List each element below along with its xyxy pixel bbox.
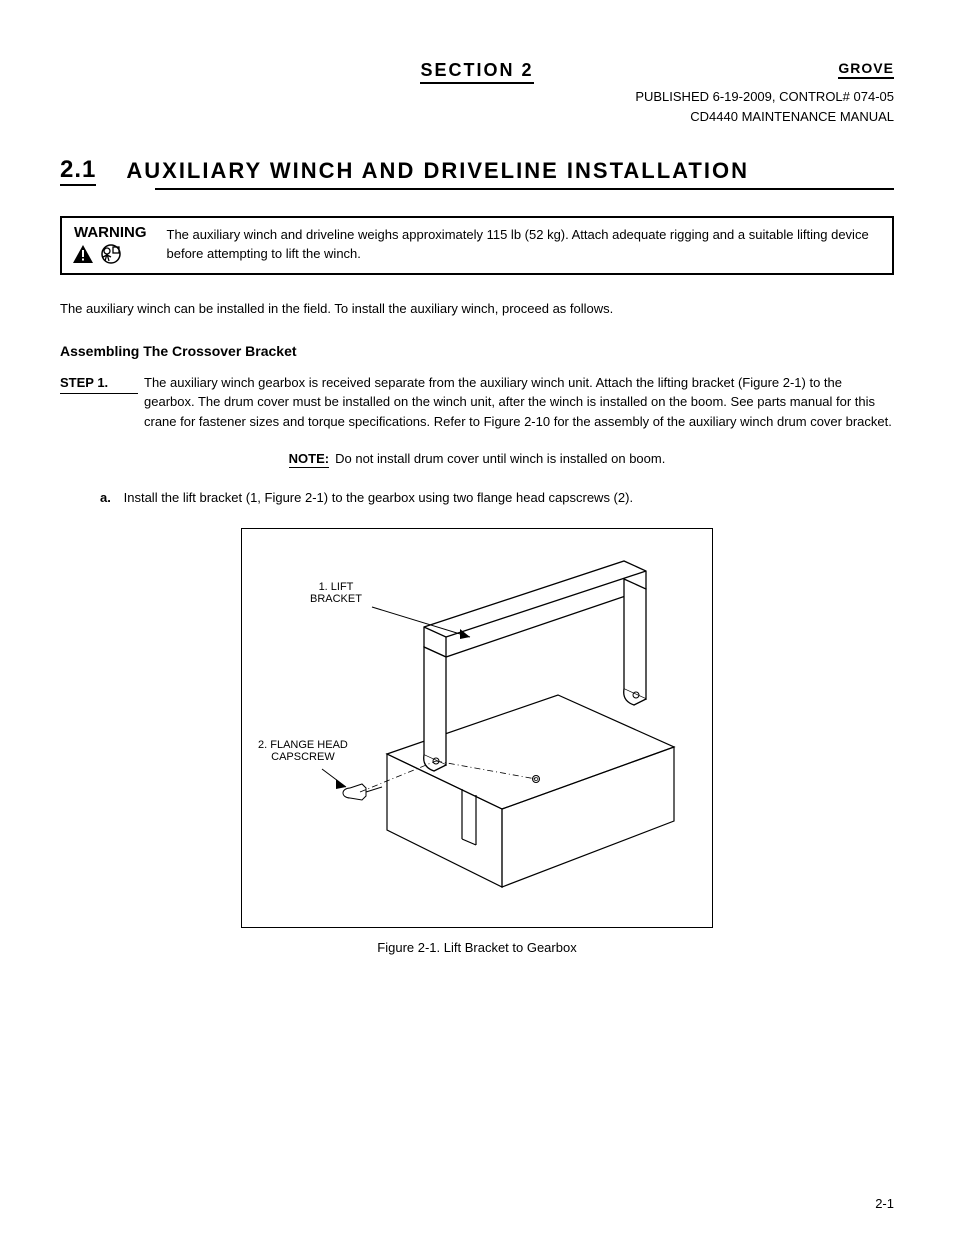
subheader: PUBLISHED 6-19-2009, CONTROL# 074-05 CD4…	[60, 87, 894, 126]
step-1-text: The auxiliary winch gearbox is received …	[144, 373, 894, 432]
section-underline	[155, 188, 894, 190]
note-text: Do not install drum cover until winch is…	[335, 451, 665, 468]
callout-2-label: 2. FLANGE HEAD CAPSCREW	[258, 739, 348, 763]
note-row: NOTE: Do not install drum cover until wi…	[60, 451, 894, 468]
warning-text: The auxiliary winch and driveline weighs…	[167, 226, 883, 262]
callout-1-label: 1. LIFT BRACKET	[310, 581, 362, 605]
intro-paragraph: The auxiliary winch can be installed in …	[60, 299, 894, 319]
step-1-tag-wrap: STEP 1.	[60, 373, 144, 395]
subheading-assembling: Assembling The Crossover Bracket	[60, 343, 894, 359]
header-right: GROVE	[616, 60, 894, 76]
page-number: 2-1	[875, 1196, 894, 1211]
crush-hazard-icon	[98, 243, 124, 265]
substep-a-letter: a.	[100, 488, 120, 508]
substep-a-text: Install the lift bracket (1, Figure 2-1)…	[124, 490, 633, 505]
header-center: SECTION 2	[338, 60, 616, 81]
warning-left-col: WARNING	[72, 224, 147, 265]
brand-name: GROVE	[838, 60, 894, 79]
alert-triangle-icon	[72, 244, 94, 264]
section-label: SECTION 2	[420, 60, 533, 84]
figure-box: 1. LIFT BRACKET 2. FLANGE HEAD CAPSCREW	[241, 528, 713, 928]
figure-caption: Figure 2-1. Lift Bracket to Gearbox	[60, 940, 894, 955]
section-number-text: 2.1	[60, 156, 96, 186]
manual-line: CD4440 MAINTENANCE MANUAL	[60, 107, 894, 127]
warning-box: WARNING The auxiliary winch and drivelin…	[60, 216, 894, 275]
warning-icons	[72, 243, 147, 265]
section-heading-row: 2.1 AUXILIARY WINCH AND DRIVELINE INSTAL…	[60, 156, 894, 184]
section-title: AUXILIARY WINCH AND DRIVELINE INSTALLATI…	[126, 158, 894, 184]
substep-a: a. Install the lift bracket (1, Figure 2…	[60, 488, 894, 508]
note-label: NOTE:	[289, 451, 329, 468]
figure-wrap: 1. LIFT BRACKET 2. FLANGE HEAD CAPSCREW	[60, 528, 894, 955]
warning-label: WARNING	[74, 224, 147, 241]
step-1-label: STEP 1.	[60, 373, 138, 395]
step-1-block: STEP 1. The auxiliary winch gearbox is r…	[60, 373, 894, 432]
publish-line: PUBLISHED 6-19-2009, CONTROL# 074-05	[60, 87, 894, 107]
section-number: 2.1	[60, 156, 96, 184]
page-container: SECTION 2 GROVE PUBLISHED 6-19-2009, CON…	[0, 0, 954, 1235]
header-row: SECTION 2 GROVE	[60, 60, 894, 81]
